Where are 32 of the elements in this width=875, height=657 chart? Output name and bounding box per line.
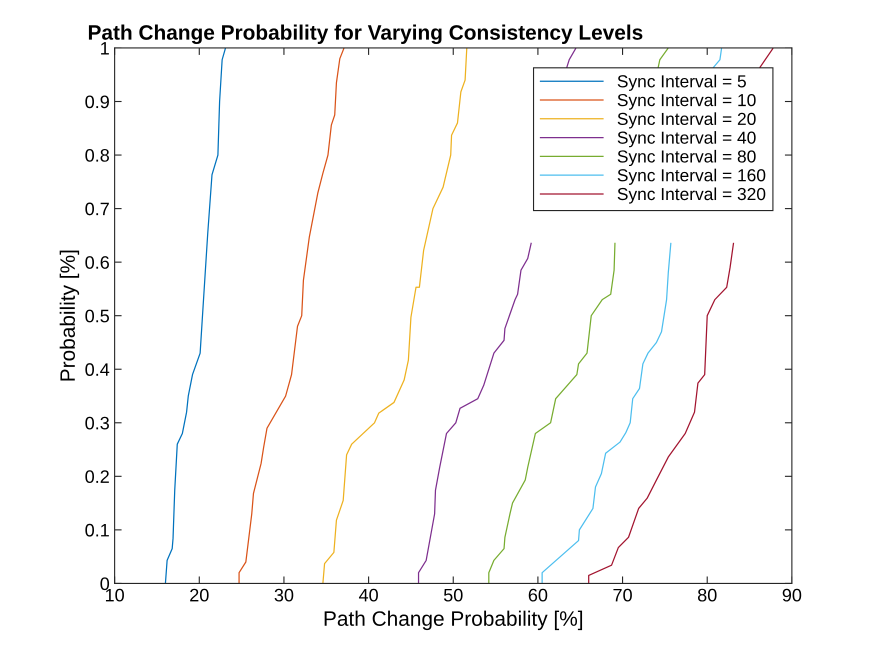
y-tick-label: 0.1 (85, 524, 109, 537)
legend-label: Sync Interval = 5 (618, 74, 746, 91)
y-tick-label: 0 (100, 577, 110, 590)
legend-label: Sync Interval = 20 (618, 112, 756, 128)
x-tick-label: 30 (274, 588, 294, 602)
x-tick-label: 40 (358, 588, 378, 602)
x-tick-label: 90 (782, 588, 802, 602)
legend-label: Sync Interval = 320 (618, 187, 766, 204)
x-tick-label: 20 (190, 588, 209, 602)
x-axis-title: Path Change Probability [%] (324, 610, 582, 630)
y-tick-label: 0.4 (85, 363, 110, 376)
x-tick-label: 70 (613, 588, 632, 602)
y-tick-label: 0.9 (85, 95, 109, 108)
y-tick-label: 0.5 (85, 310, 110, 322)
legend-label: Sync Interval = 160 (618, 168, 766, 185)
x-tick-label: 80 (698, 588, 717, 602)
x-tick-label: 60 (528, 588, 548, 602)
y-tick-label: 0.8 (85, 148, 109, 162)
legend-label: Sync Interval = 40 (618, 131, 756, 148)
line-series (164, 48, 226, 584)
y-tick-label: 1 (101, 42, 109, 55)
y-tick-label: 0.7 (85, 202, 109, 216)
line-series (322, 48, 468, 584)
y-tick-label: 0.3 (85, 416, 109, 430)
y-tick-label: 0.2 (85, 470, 109, 484)
y-axis-title: Probability [%] (60, 250, 80, 381)
x-tick-label: 10 (106, 588, 124, 602)
line-series (238, 48, 345, 584)
legend-label: Sync Interval = 10 (618, 94, 756, 110)
y-tick-label: 0.6 (85, 256, 109, 269)
x-tick-label: 50 (444, 588, 463, 602)
legend-label: Sync Interval = 80 (618, 150, 756, 166)
